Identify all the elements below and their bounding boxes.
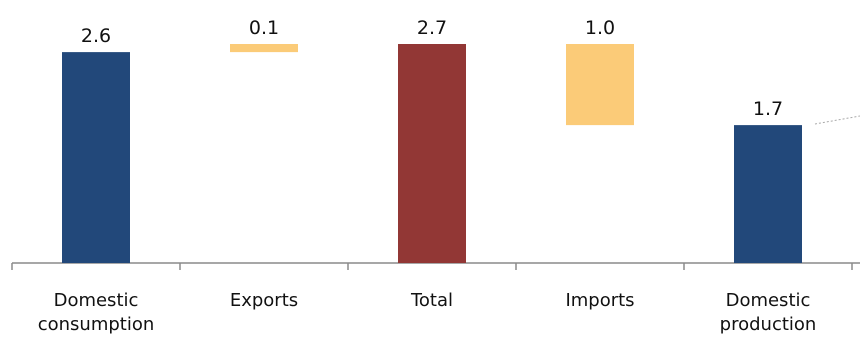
category-label-line: Imports (565, 290, 634, 311)
data-label: 1.0 (585, 17, 615, 39)
category-label-line: Domestic (726, 290, 811, 311)
category-label: Domestic production (720, 290, 817, 335)
data-label: 1.7 (753, 98, 783, 120)
data-labels: 2.6 0.1 2.7 1.0 1.7 (81, 17, 783, 120)
bar (62, 52, 130, 263)
data-label: 0.1 (249, 17, 279, 39)
category-label: Imports (565, 290, 634, 311)
x-axis (11, 262, 860, 270)
category-label: Total (410, 290, 453, 311)
trend-line (814, 115, 860, 125)
category-label-line: Exports (230, 290, 298, 311)
bar (566, 44, 634, 126)
category-label-line: production (720, 314, 817, 335)
data-label: 2.6 (81, 25, 111, 47)
bars (62, 44, 802, 263)
data-label: 2.7 (417, 17, 447, 39)
category-label-line: Total (410, 290, 453, 311)
category-label: Exports (230, 290, 298, 311)
bar (230, 44, 298, 53)
category-label: Domestic consumption (38, 290, 155, 335)
bar (398, 44, 466, 263)
category-label-line: consumption (38, 314, 155, 335)
bar (734, 125, 802, 263)
category-labels: Domestic consumption Exports Total Imports Do… (38, 290, 817, 335)
category-label-line: Domestic (54, 290, 139, 311)
